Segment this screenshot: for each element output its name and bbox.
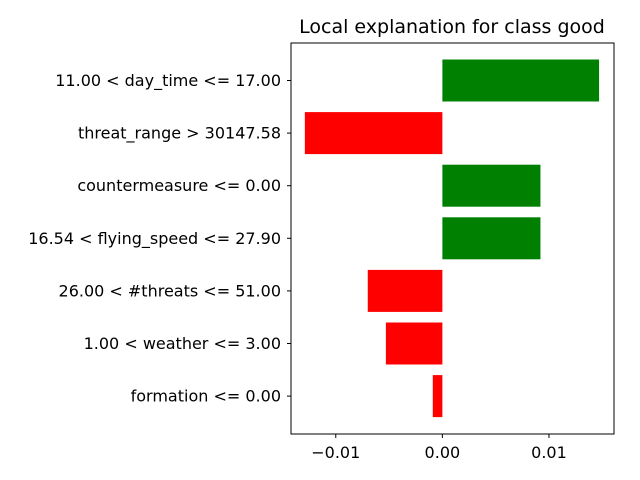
bar [304, 112, 443, 155]
bar [385, 322, 443, 365]
y-tick-label: countermeasure <= 0.00 [77, 176, 281, 195]
x-tick-label: 0.00 [425, 443, 461, 462]
x-axis-ticks: −0.01 0.00 0.01 [311, 434, 567, 462]
y-tick-label: 1.00 < weather <= 3.00 [84, 334, 281, 353]
plot-frame [290, 42, 615, 435]
y-tick-label: formation <= 0.00 [131, 387, 281, 406]
bar [367, 269, 443, 312]
bars-layer [304, 59, 600, 418]
x-tick-label: −0.01 [311, 443, 360, 462]
bar [442, 217, 541, 260]
y-tick-label: 16.54 < flying_speed <= 27.90 [28, 229, 281, 249]
y-axis-ticks: 11.00 < day_time <= 17.00 threat_range > … [28, 71, 291, 406]
chart-title: Local explanation for class good [299, 16, 605, 38]
y-tick-label: threat_range > 30147.58 [78, 124, 281, 144]
bar [432, 375, 443, 418]
bar [442, 164, 541, 207]
y-tick-label: 26.00 < #threats <= 51.00 [59, 281, 281, 300]
bar [442, 59, 600, 102]
y-tick-label: 11.00 < day_time <= 17.00 [55, 71, 281, 91]
x-tick-label: 0.01 [531, 443, 567, 462]
